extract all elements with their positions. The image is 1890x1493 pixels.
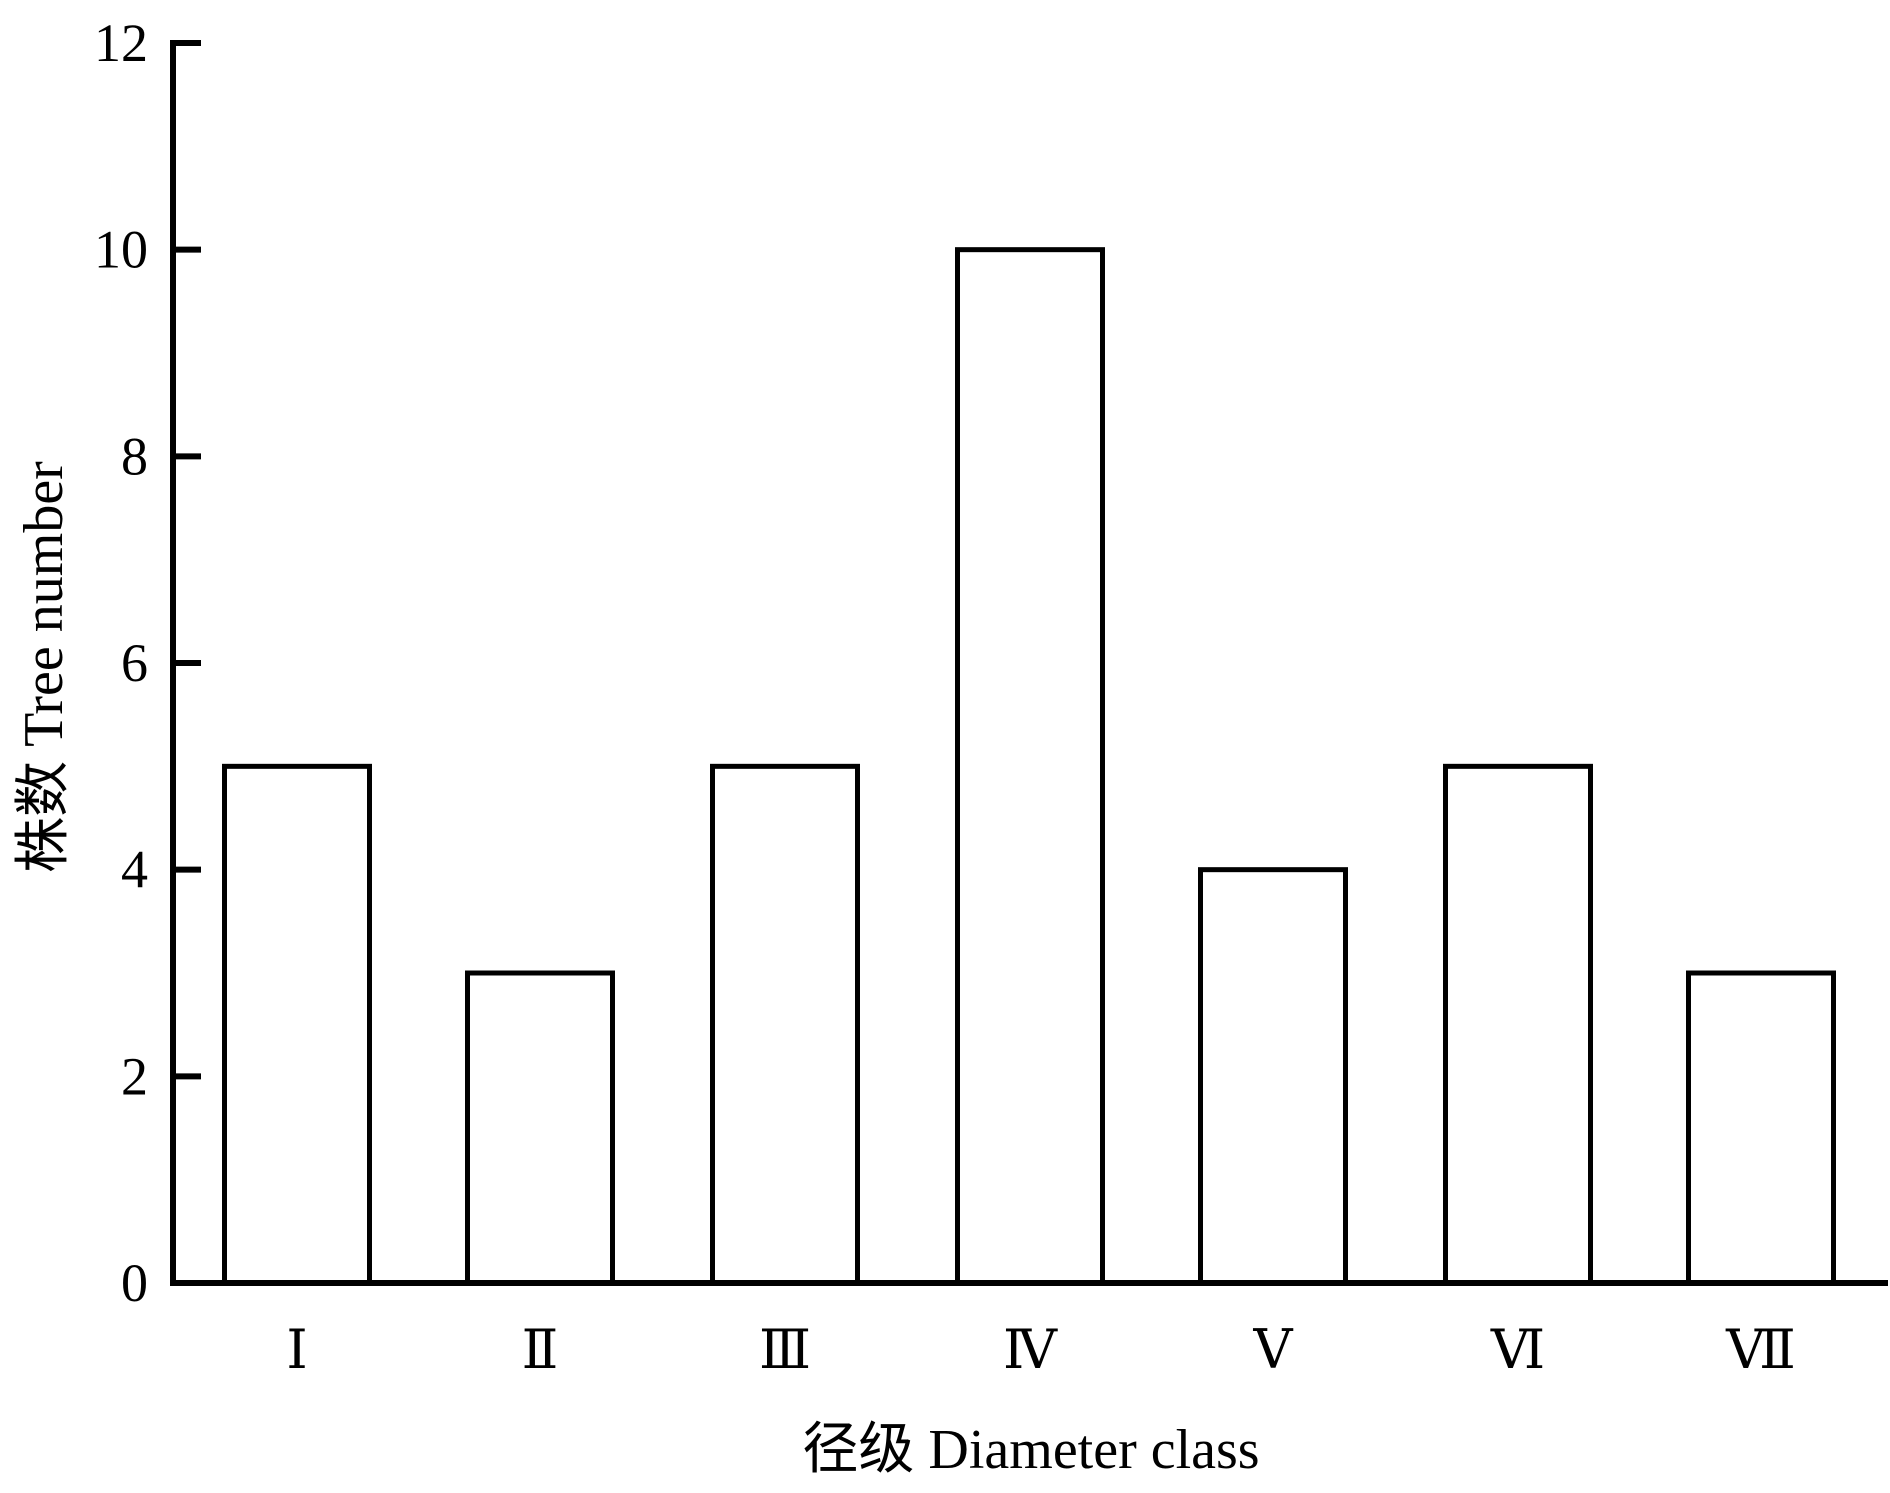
y-tick-label: 4 — [121, 840, 148, 900]
x-tick-label: Ⅵ — [1490, 1320, 1545, 1380]
y-ticks: 0 2 4 6 8 10 12 — [94, 13, 201, 1313]
bar — [710, 763, 860, 1286]
y-tick-label: 2 — [121, 1046, 148, 1106]
bar — [465, 970, 615, 1286]
x-axis-title: 径级 Diameter class — [802, 1419, 1259, 1481]
y-tick-label: 0 — [121, 1253, 148, 1313]
bar — [1198, 867, 1348, 1286]
x-tick-label: Ⅶ — [1725, 1320, 1796, 1380]
y-tick-label: 6 — [121, 633, 148, 693]
bar — [1443, 763, 1593, 1286]
y-tick-label: 10 — [94, 220, 148, 280]
x-tick-label: Ⅳ — [1003, 1320, 1058, 1380]
bars-layer — [222, 247, 1836, 1286]
y-tick-label: 12 — [94, 13, 148, 73]
x-tick-label: Ⅱ — [522, 1320, 559, 1380]
x-tick-label: Ⅰ — [286, 1320, 307, 1380]
bar — [1686, 970, 1836, 1286]
y-tick-label: 8 — [121, 426, 148, 486]
y-axis-title: 株数 Tree number — [13, 461, 75, 873]
x-tick-label: Ⅴ — [1253, 1320, 1294, 1380]
bar — [222, 763, 372, 1286]
bar — [955, 247, 1105, 1286]
x-tick-labels: Ⅰ Ⅱ Ⅲ Ⅳ Ⅴ Ⅵ Ⅶ — [286, 1320, 1796, 1380]
x-tick-label: Ⅲ — [759, 1320, 811, 1380]
